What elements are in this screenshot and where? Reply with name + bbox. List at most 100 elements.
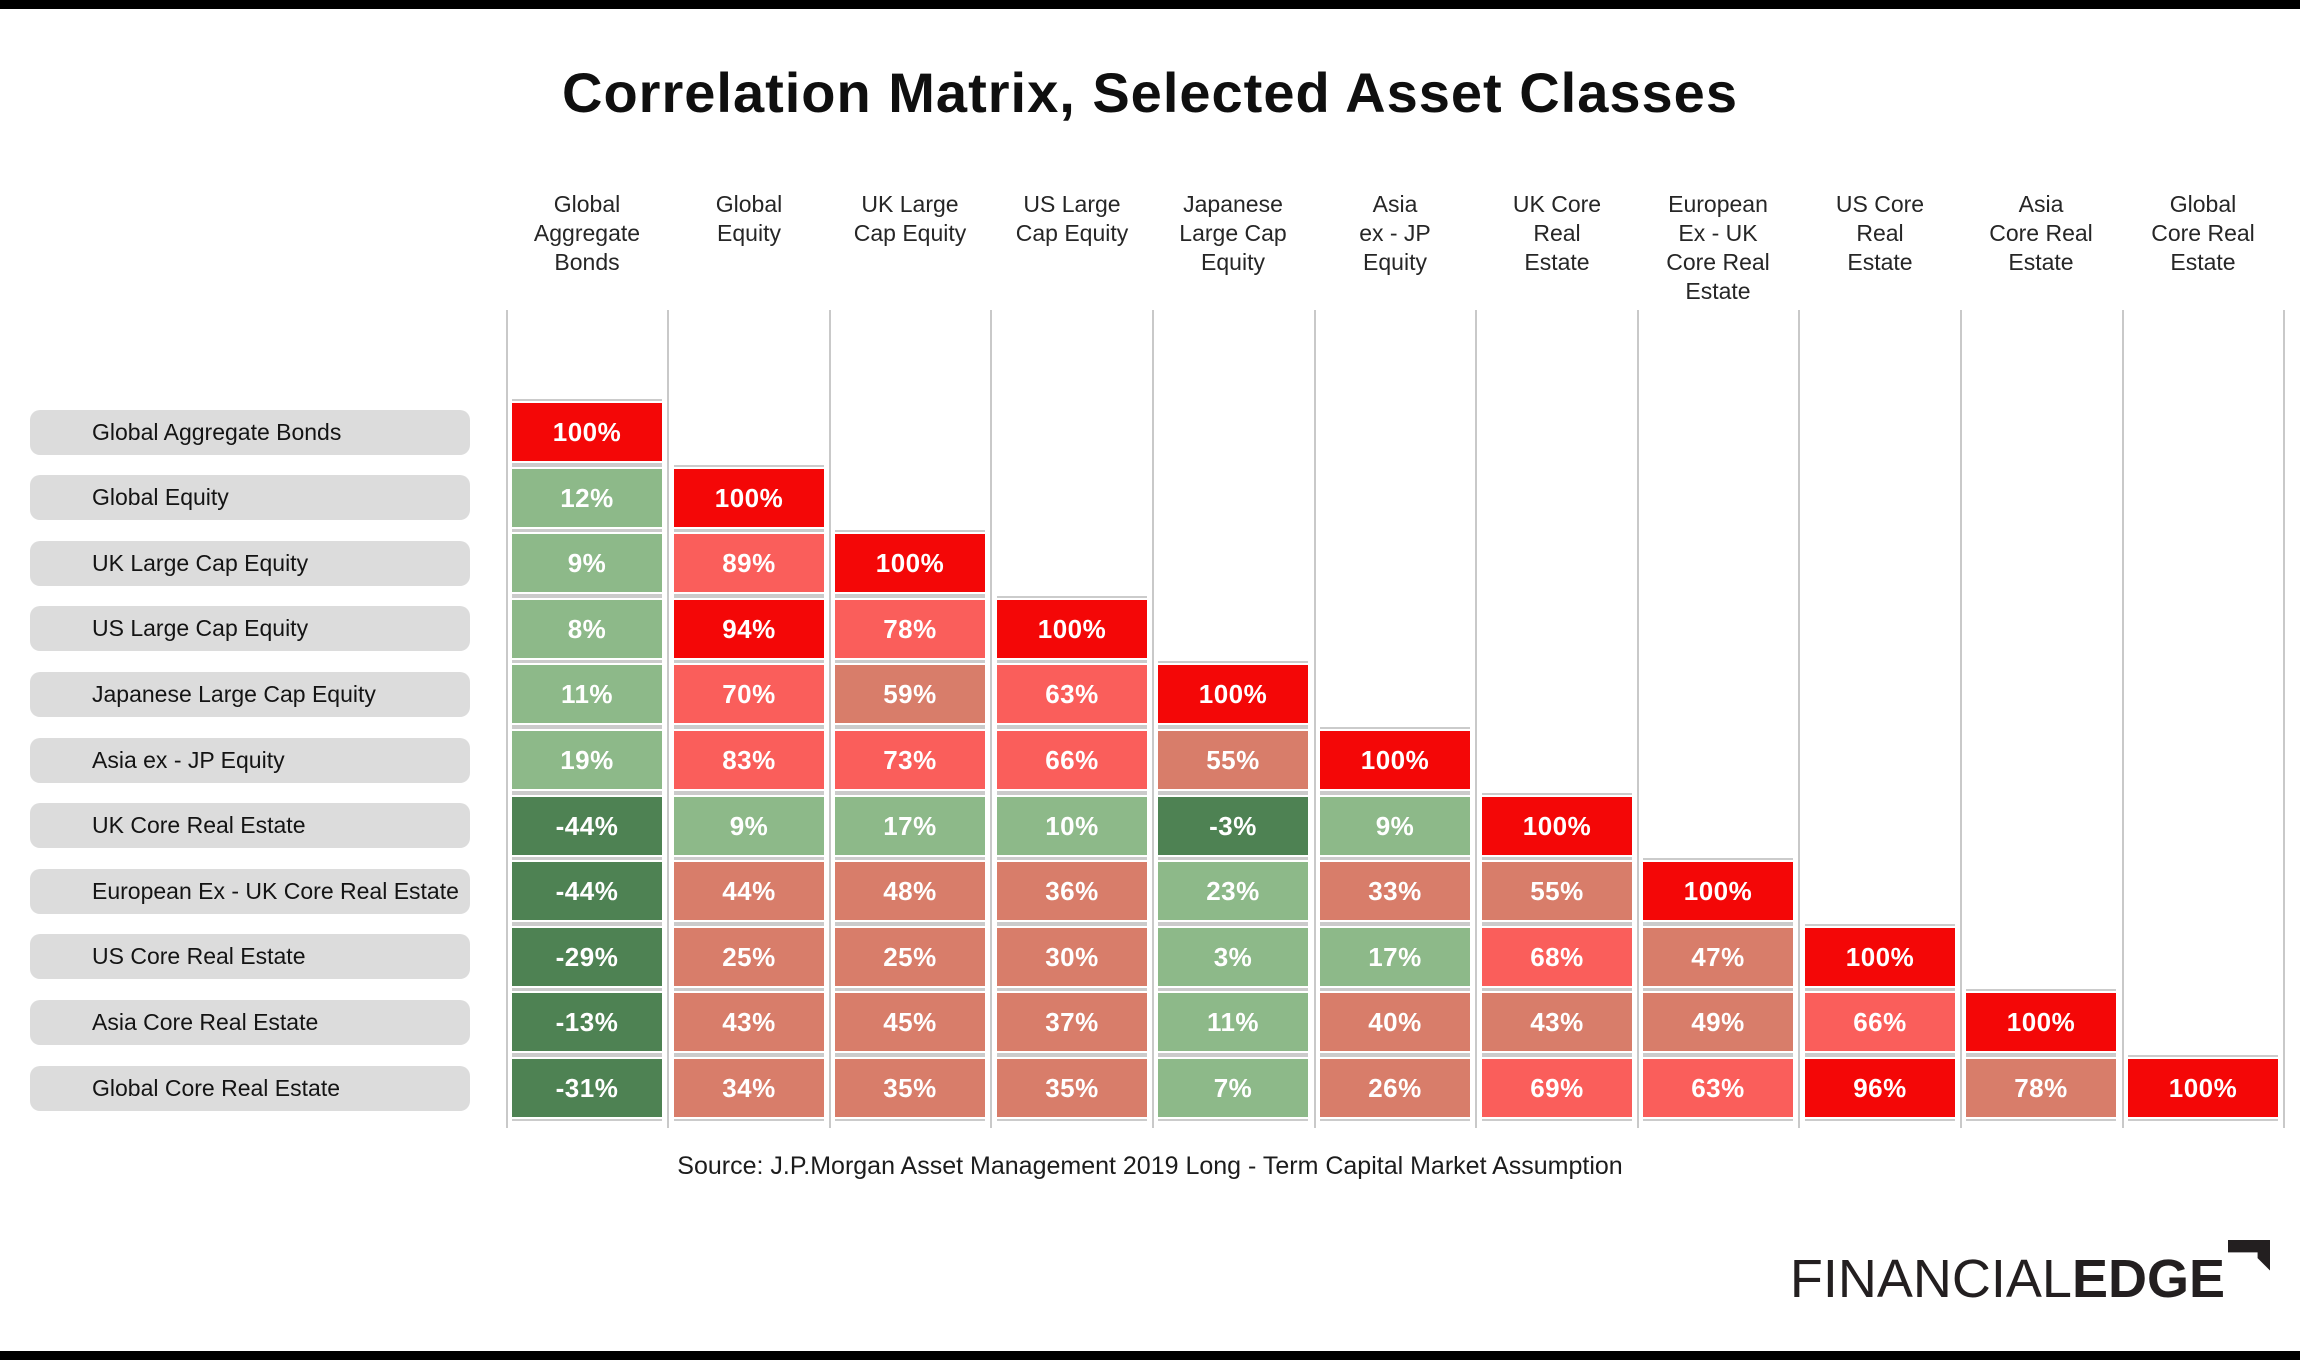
- matrix-cell: 7%: [1158, 1059, 1308, 1117]
- column-header: Asia ex - JP Equity: [1314, 190, 1476, 277]
- matrix-cell: 100%: [2128, 1059, 2278, 1117]
- column-header-line: Japanese: [1183, 191, 1283, 217]
- matrix-cell-frame: 25%: [835, 924, 985, 990]
- matrix-cell-frame: 49%: [1643, 989, 1793, 1055]
- column-header: UK Large Cap Equity: [829, 190, 991, 248]
- row-label: European Ex - UK Core Real Estate: [30, 869, 470, 914]
- matrix-cell-frame: 37%: [997, 989, 1147, 1055]
- matrix-cell-frame: 3%: [1158, 924, 1308, 990]
- column-header-line: Global: [2169, 191, 2237, 217]
- matrix-cell: 59%: [835, 665, 985, 723]
- column-grid-line: [1637, 310, 1639, 1128]
- row-label: US Core Real Estate: [30, 934, 470, 979]
- matrix-cell-frame: 83%: [674, 727, 824, 793]
- matrix-cell: 25%: [674, 928, 824, 986]
- matrix-cell-frame: 100%: [1966, 989, 2116, 1055]
- matrix-cell-frame: -13%: [512, 989, 662, 1055]
- matrix-cell: 66%: [1805, 993, 1955, 1051]
- column-header: Japanese Large Cap Equity: [1152, 190, 1314, 277]
- column-grid-line: [1152, 310, 1154, 1128]
- matrix-cell: 17%: [1320, 928, 1470, 986]
- matrix-cell: 37%: [997, 993, 1147, 1051]
- matrix-cell-frame: 35%: [835, 1055, 985, 1121]
- row-label: Global Equity: [30, 475, 470, 520]
- matrix-cell-frame: 9%: [674, 793, 824, 859]
- matrix-cell: 63%: [1643, 1059, 1793, 1117]
- column-header-line: UK Large: [861, 191, 959, 217]
- matrix-cell-frame: 73%: [835, 727, 985, 793]
- matrix-cell: 94%: [674, 600, 824, 658]
- matrix-cell-frame: 7%: [1158, 1055, 1308, 1121]
- column-grid-line: [1960, 310, 1962, 1128]
- matrix-cell: 47%: [1643, 928, 1793, 986]
- column-header-line: Large Cap: [1179, 220, 1287, 246]
- matrix-cell-frame: 26%: [1320, 1055, 1470, 1121]
- matrix-cell-frame: 12%: [512, 465, 662, 531]
- matrix-cell: -13%: [512, 993, 662, 1051]
- matrix-cell-frame: -44%: [512, 858, 662, 924]
- matrix-cell: 100%: [1320, 731, 1470, 789]
- matrix-cell-frame: 78%: [1966, 1055, 2116, 1121]
- logo-text-financial: FINANCIAL: [1789, 1249, 2072, 1309]
- matrix-cell: -29%: [512, 928, 662, 986]
- source-note: Source: J.P.Morgan Asset Management 2019…: [677, 1152, 1623, 1180]
- column-grid-line: [667, 310, 669, 1128]
- column-header-line: Estate: [1847, 249, 1913, 275]
- column-header: Asia Core Real Estate: [1960, 190, 2122, 277]
- matrix-cell: 96%: [1805, 1059, 1955, 1117]
- matrix-cell-frame: 100%: [835, 530, 985, 596]
- matrix-cell: -44%: [512, 797, 662, 855]
- matrix-cell: 100%: [1966, 993, 2116, 1051]
- column-header: US Large Cap Equity: [991, 190, 1153, 248]
- matrix-cell: 55%: [1158, 731, 1308, 789]
- matrix-cell: 63%: [997, 665, 1147, 723]
- matrix-cell: 43%: [1482, 993, 1632, 1051]
- column-header-line: Equity: [1201, 249, 1265, 275]
- matrix-cell: 78%: [1966, 1059, 2116, 1117]
- column-grid-line: [506, 310, 508, 1128]
- matrix-cell: 70%: [674, 665, 824, 723]
- matrix-cell-frame: 33%: [1320, 858, 1470, 924]
- matrix-cell: 100%: [997, 600, 1147, 658]
- matrix-cell: 100%: [512, 403, 662, 461]
- column-header-line: Bonds: [554, 249, 620, 275]
- matrix-cell: 100%: [674, 469, 824, 527]
- column-header-line: Core Real: [2151, 220, 2255, 246]
- matrix-cell: 17%: [835, 797, 985, 855]
- matrix-cell: 100%: [1158, 665, 1308, 723]
- matrix-cell: 3%: [1158, 928, 1308, 986]
- column-header-line: Ex - UK: [1678, 220, 1758, 246]
- matrix-cell: 10%: [997, 797, 1147, 855]
- matrix-cell-frame: 63%: [997, 661, 1147, 727]
- matrix-cell: 73%: [835, 731, 985, 789]
- row-label: UK Core Real Estate: [30, 803, 470, 848]
- matrix-cell-frame: 100%: [997, 596, 1147, 662]
- matrix-cell-frame: 9%: [1320, 793, 1470, 859]
- matrix-cell-frame: 96%: [1805, 1055, 1955, 1121]
- column-header-line: European: [1668, 191, 1768, 217]
- matrix-cell-frame: 63%: [1643, 1055, 1793, 1121]
- matrix-cell: 43%: [674, 993, 824, 1051]
- row-label: US Large Cap Equity: [30, 606, 470, 651]
- matrix-cell-frame: 36%: [997, 858, 1147, 924]
- column-header-line: Real: [1856, 220, 1904, 246]
- matrix-cell: 83%: [674, 731, 824, 789]
- matrix-cell-frame: 70%: [674, 661, 824, 727]
- matrix-cell: 55%: [1482, 862, 1632, 920]
- bottom-border-bar: [0, 1351, 2300, 1360]
- matrix-cell-frame: 43%: [1482, 989, 1632, 1055]
- matrix-cell: 34%: [674, 1059, 824, 1117]
- matrix-cell-frame: 25%: [674, 924, 824, 990]
- matrix-cell-frame: 9%: [512, 530, 662, 596]
- matrix-cell: 45%: [835, 993, 985, 1051]
- matrix-cell: 68%: [1482, 928, 1632, 986]
- column-grid-line: [1314, 310, 1316, 1128]
- top-border-bar: [0, 0, 2300, 9]
- column-header-line: Equity: [1363, 249, 1427, 275]
- matrix-cell: 23%: [1158, 862, 1308, 920]
- matrix-cell-frame: 100%: [512, 399, 662, 465]
- row-label: UK Large Cap Equity: [30, 541, 470, 586]
- matrix-cell-frame: 8%: [512, 596, 662, 662]
- column-header-line: Core Real: [1666, 249, 1770, 275]
- matrix-cell-frame: 55%: [1482, 858, 1632, 924]
